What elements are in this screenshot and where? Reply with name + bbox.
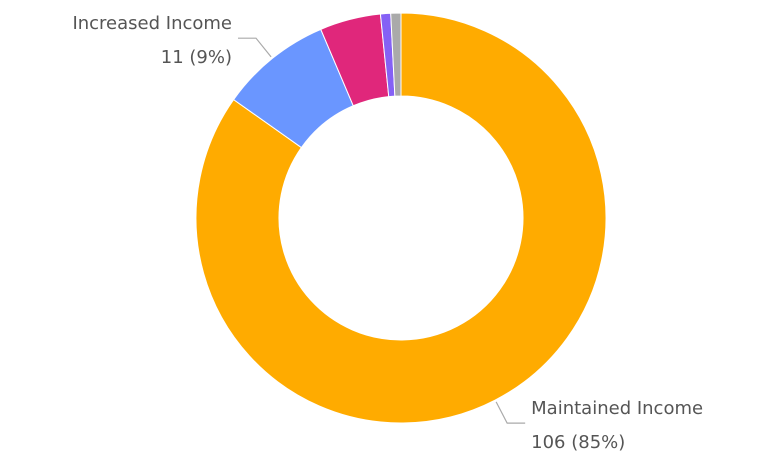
slice-value-label: 11 (9%) (161, 47, 232, 68)
leader-line (238, 37, 272, 58)
leader-line (495, 401, 526, 424)
slice-label: Increased Income (72, 13, 232, 34)
slice-value-label: 106 (85%) (531, 432, 625, 453)
slice-label: Maintained Income (531, 398, 703, 419)
donut-slice (390, 12, 402, 97)
donut-slice (195, 12, 607, 424)
